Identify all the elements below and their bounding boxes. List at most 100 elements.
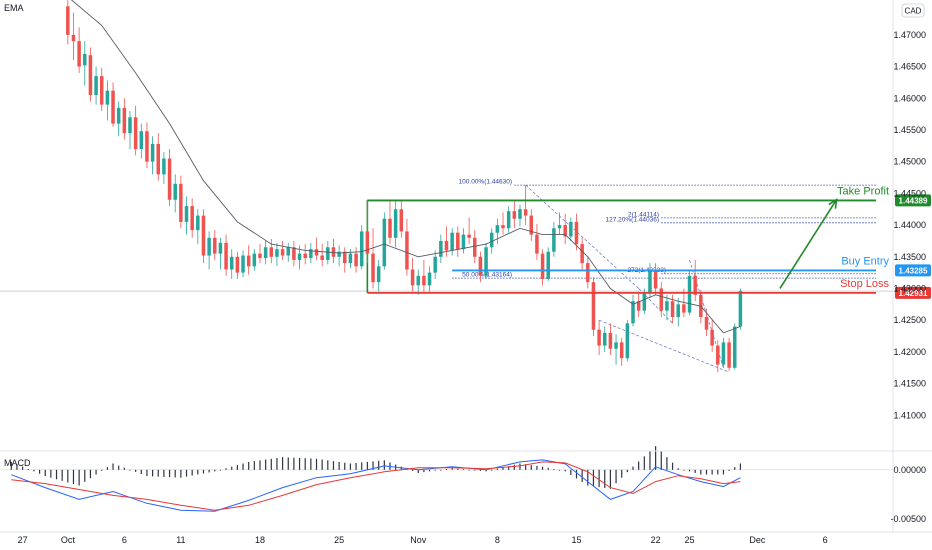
candle-body — [303, 253, 307, 259]
macd-histogram-bar — [197, 469, 199, 475]
candle-body — [529, 215, 534, 235]
candle-body — [653, 269, 658, 289]
candle-body — [201, 215, 206, 256]
ema-indicator-label[interactable]: EMA — [4, 3, 24, 13]
price-tag-bg — [895, 286, 931, 299]
candle-body — [659, 288, 664, 311]
candle-body — [716, 345, 720, 365]
macd-histogram-bar — [259, 460, 261, 470]
price-tag-text: 1.44389 — [899, 196, 928, 205]
macd-histogram-bar — [89, 469, 92, 479]
candle-body — [111, 90, 115, 124]
macd-tick-label: 0.00000 — [893, 465, 926, 475]
time-tick-label: 6 — [122, 535, 127, 545]
macd-histogram-bar — [61, 469, 63, 481]
macd-histogram-bar — [502, 467, 504, 470]
candle-body — [563, 225, 567, 237]
macd-histogram-bar — [135, 469, 137, 472]
macd-histogram-bar — [248, 461, 250, 470]
time-tick-label: 6 — [823, 535, 828, 545]
candle-body — [704, 317, 709, 330]
candle-body — [150, 143, 155, 162]
macd-histogram-bar — [84, 469, 86, 482]
candle-body — [88, 55, 93, 96]
macd-histogram-bar — [677, 468, 679, 470]
level-label: Stop Loss — [840, 278, 889, 290]
macd-histogram-bar — [541, 466, 544, 470]
candle-body — [687, 275, 692, 313]
projection-arrow-shaft — [779, 199, 838, 289]
levels-layer[interactable]: Take Profit 1.44389 Buy Entry 1.43285 Stop L… — [367, 185, 931, 299]
candle-body — [591, 282, 596, 330]
candle-body — [484, 247, 488, 276]
candle-body — [738, 291, 743, 327]
macd-pane[interactable] — [0, 446, 893, 512]
macd-histogram-bar — [513, 464, 515, 470]
macd-histogram-bar — [570, 469, 572, 475]
macd-histogram-bar — [717, 469, 719, 475]
candle-body — [263, 247, 268, 259]
level-label: Buy Entry — [841, 255, 889, 267]
macd-histogram-bar — [123, 467, 125, 470]
candle-body — [631, 301, 635, 324]
macd-histogram-bar — [485, 469, 487, 472]
candle-body — [320, 255, 324, 260]
macd-histogram-bar — [67, 469, 69, 483]
macd-histogram-bar — [378, 460, 380, 470]
candle-body — [439, 240, 443, 257]
macd-tick-label: -0.00500 — [890, 514, 926, 524]
macd-histogram-bar — [50, 469, 52, 478]
candle-body — [721, 342, 726, 365]
price-tick-label: 1.45000 — [893, 157, 926, 167]
macd-histogram-bar — [428, 469, 431, 472]
candle-body — [116, 107, 121, 124]
fib-leg-line — [598, 319, 730, 373]
macd-histogram-bar — [728, 469, 730, 471]
currency-badge[interactable]: CAD — [901, 3, 925, 18]
candle-body — [99, 76, 104, 105]
macd-histogram-bar — [101, 469, 103, 471]
macd-indicator-label[interactable]: MACD — [4, 458, 31, 468]
macd-histogram-bar — [700, 469, 702, 475]
candle-body — [376, 266, 381, 283]
main-pane[interactable]: 100.00%(1.44630)50.00%(1.43164)127.20%(1… — [0, 0, 931, 373]
macd-layer — [0, 446, 893, 512]
macd-histogram-bar — [208, 469, 210, 473]
level-label: Take Profit — [837, 185, 889, 197]
candle-body — [213, 237, 217, 254]
macd-histogram-bar — [242, 463, 244, 470]
candle-body — [359, 231, 364, 267]
macd-histogram-bar — [440, 469, 442, 471]
time-tick-label: 27 — [18, 535, 28, 545]
macd-histogram-bar — [372, 461, 374, 470]
candle-body — [196, 215, 200, 231]
macd-histogram-bar — [411, 469, 414, 471]
macd-histogram-bar — [118, 465, 120, 470]
candle-body — [331, 247, 336, 257]
candle-body — [569, 221, 573, 237]
macd-histogram-bar — [688, 469, 691, 472]
macd-histogram-bar — [739, 463, 741, 470]
candle-body — [77, 41, 81, 67]
candles-layer — [66, 0, 743, 373]
macd-histogram-bar — [457, 468, 459, 470]
candle-body — [478, 256, 483, 276]
macd-histogram-bar — [33, 469, 35, 472]
macd-histogram-bar — [270, 458, 272, 470]
price-tag-bg — [895, 264, 931, 277]
candle-body — [286, 247, 290, 256]
macd-histogram-bar — [146, 469, 148, 477]
candle-body — [343, 251, 347, 264]
macd-histogram-bar — [219, 469, 222, 471]
fib-level-label: 127.20%(1.44036) — [606, 216, 660, 223]
candle-body — [122, 107, 127, 134]
macd-histogram-bar — [626, 469, 628, 473]
macd-histogram-bar — [168, 469, 171, 478]
candle-body — [676, 304, 680, 318]
candle-body — [523, 209, 528, 216]
time-tick-label: 8 — [495, 535, 500, 545]
time-tick-label: 11 — [176, 535, 185, 545]
macd-histogram-bar — [174, 469, 176, 478]
